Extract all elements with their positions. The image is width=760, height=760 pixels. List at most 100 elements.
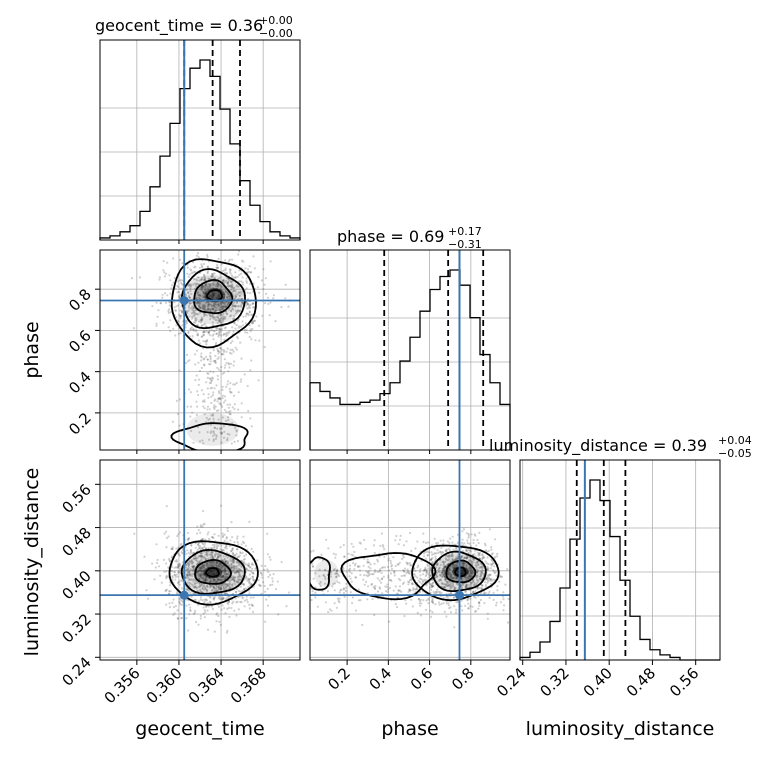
sample-point	[166, 261, 169, 264]
sample-point	[481, 564, 484, 568]
sample-point	[188, 283, 191, 286]
sample-point	[178, 600, 181, 603]
sample-point	[351, 596, 354, 599]
sample-point	[371, 573, 374, 576]
sample-point	[226, 302, 229, 306]
sample-point	[222, 575, 225, 578]
sample-point	[435, 563, 438, 566]
sample-point	[213, 426, 216, 429]
sample-point	[231, 547, 234, 550]
sample-point	[353, 568, 356, 571]
sample-point	[187, 388, 191, 391]
sample-point	[189, 548, 193, 552]
sample-point	[200, 324, 204, 327]
sample-point	[219, 303, 223, 306]
sample-point	[218, 561, 221, 565]
sample-point	[251, 321, 255, 324]
sample-point	[381, 544, 384, 547]
sample-point	[204, 325, 208, 328]
sample-point	[488, 528, 492, 531]
sample-point	[467, 607, 470, 610]
sample-point	[432, 584, 435, 588]
sample-point	[409, 564, 412, 567]
sample-point	[336, 580, 339, 583]
sample-point	[194, 557, 197, 560]
sample-point	[476, 587, 479, 591]
sample-point	[173, 276, 176, 280]
sample-point	[225, 310, 228, 313]
sample-point	[187, 304, 190, 307]
sample-point	[468, 574, 471, 577]
sample-point	[452, 566, 455, 569]
sample-point	[230, 564, 233, 567]
sample-point	[219, 284, 222, 287]
sample-point	[202, 339, 205, 343]
sample-point	[465, 565, 468, 568]
sample-point	[165, 536, 169, 540]
sample-point	[211, 292, 215, 295]
sample-point	[211, 287, 214, 290]
sample-point	[418, 581, 422, 584]
sample-point	[225, 331, 228, 334]
sample-point	[387, 559, 390, 562]
sample-point	[338, 574, 341, 578]
sample-point	[220, 441, 223, 444]
sample-point	[164, 292, 167, 295]
sample-point	[243, 588, 246, 591]
sample-point	[228, 403, 232, 406]
sample-point	[466, 584, 469, 587]
sample-point	[197, 542, 200, 546]
sample-point	[404, 599, 407, 602]
sample-point	[234, 554, 237, 557]
sample-point	[443, 610, 446, 613]
axis-ticks: 0.356 0.360 0.364 0.368 0.2 0.4 0.6 0.8 0.24 0.32…	[58, 240, 703, 707]
sample-point	[247, 580, 250, 583]
sample-point	[312, 577, 315, 580]
sample-point	[240, 601, 243, 604]
sample-point	[451, 576, 454, 580]
sample-point	[225, 573, 228, 576]
panel-frame	[519, 459, 721, 661]
sample-point	[419, 574, 422, 577]
sample-point	[169, 279, 172, 282]
sample-point	[226, 584, 229, 587]
sample-point	[196, 301, 200, 304]
sample-point	[212, 283, 215, 286]
sample-point	[207, 531, 210, 534]
sample-point	[202, 442, 205, 445]
sample-point	[168, 560, 172, 563]
sample-point	[180, 587, 184, 590]
sample-point	[478, 552, 481, 556]
sample-point	[208, 363, 211, 366]
sample-point	[485, 576, 489, 579]
sample-point	[224, 569, 227, 573]
sample-point	[219, 588, 223, 591]
sample-point	[187, 291, 190, 294]
sample-point	[407, 570, 410, 573]
sample-point	[424, 579, 427, 582]
sample-point	[208, 329, 211, 332]
sample-point	[466, 541, 469, 545]
sample-point	[205, 584, 208, 587]
sample-point	[238, 325, 241, 328]
sample-point	[449, 581, 452, 584]
sample-point	[222, 436, 226, 439]
sample-point	[245, 553, 248, 556]
sample-point	[376, 590, 380, 593]
sample-point	[476, 570, 479, 573]
sample-point	[432, 590, 435, 594]
sample-point	[209, 381, 213, 385]
sample-point	[202, 405, 205, 408]
sample-point	[234, 572, 237, 575]
sample-point	[490, 546, 493, 549]
sample-point	[213, 563, 216, 566]
sample-point	[231, 422, 234, 425]
sample-point	[188, 590, 191, 594]
sample-point	[214, 309, 218, 312]
title-geocent-time-sup: +0.00	[259, 14, 293, 27]
sample-point	[226, 285, 229, 288]
sample-point	[443, 582, 446, 586]
sample-point	[185, 573, 188, 576]
sample-point	[455, 577, 458, 580]
sample-point	[456, 576, 459, 580]
